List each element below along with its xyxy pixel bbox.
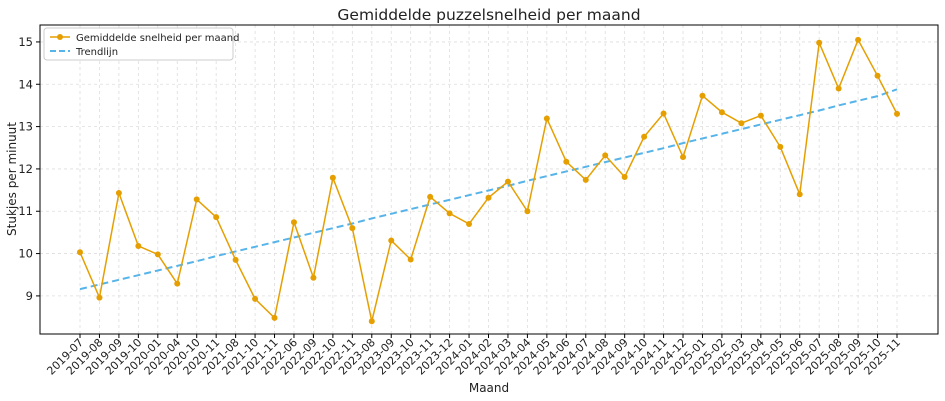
data-point (213, 214, 220, 221)
data-point (466, 220, 473, 227)
data-point (135, 242, 142, 249)
legend-label-series: Gemiddelde snelheid per maand (76, 33, 239, 44)
data-point (660, 110, 667, 117)
data-point (680, 154, 687, 161)
data-point (816, 39, 823, 46)
data-point (174, 280, 181, 287)
data-point (232, 256, 239, 263)
data-point (757, 112, 764, 119)
series-layer (77, 36, 900, 325)
data-point (777, 143, 784, 150)
data-point (407, 256, 414, 263)
plot-frame (39, 24, 939, 335)
y-tick-label: 9 (26, 289, 33, 303)
data-point (621, 173, 628, 180)
legend-box (43, 27, 234, 61)
data-point (77, 249, 83, 256)
y-tick-label: 15 (18, 35, 33, 49)
data-point (894, 110, 900, 117)
data-point (835, 85, 842, 92)
data-point (96, 294, 103, 301)
data-point (388, 237, 395, 244)
data-point (329, 174, 336, 181)
x-axis: 2019-072019-082019-092019-102020-012020-… (44, 334, 903, 378)
y-tick-label: 11 (18, 204, 33, 218)
data-point (504, 178, 511, 185)
data-point (582, 176, 589, 183)
data-point (427, 193, 434, 200)
legend: Gemiddelde snelheid per maand Trendlijn (43, 27, 239, 61)
trend-layer (79, 88, 898, 291)
data-point (252, 295, 259, 302)
y-tick-label: 10 (18, 247, 33, 261)
y-axis: 9 10 11 12 13 14 15 (18, 35, 40, 303)
data-point (485, 194, 492, 201)
trend-line (79, 88, 898, 291)
chart-title: Gemiddelde puzzelsnelheid per maand (337, 6, 640, 24)
data-point (543, 115, 550, 122)
legend-swatch-series-marker (57, 34, 63, 40)
y-tick-label: 14 (18, 77, 33, 91)
x-axis-label: Maand (469, 381, 509, 395)
data-point (368, 318, 375, 325)
data-point (524, 208, 531, 215)
data-point (738, 120, 745, 127)
data-point (855, 36, 862, 43)
y-tick-label: 12 (18, 162, 33, 176)
data-point (699, 92, 706, 99)
data-point (290, 219, 297, 226)
data-point (310, 274, 317, 281)
legend-label-trend: Trendlijn (75, 47, 118, 58)
data-point (641, 133, 648, 140)
y-tick-label: 13 (18, 120, 33, 134)
data-point (796, 191, 803, 198)
data-point (446, 210, 453, 217)
data-point (271, 314, 278, 321)
data-point (115, 190, 122, 197)
y-axis-label: Stukjes per minuut (5, 122, 19, 236)
data-point (874, 72, 881, 79)
data-point (154, 251, 161, 258)
data-point (349, 225, 356, 232)
data-point (718, 109, 725, 116)
gridlines (40, 25, 938, 334)
data-point (193, 196, 200, 203)
data-point (563, 158, 570, 165)
data-point (602, 152, 609, 159)
